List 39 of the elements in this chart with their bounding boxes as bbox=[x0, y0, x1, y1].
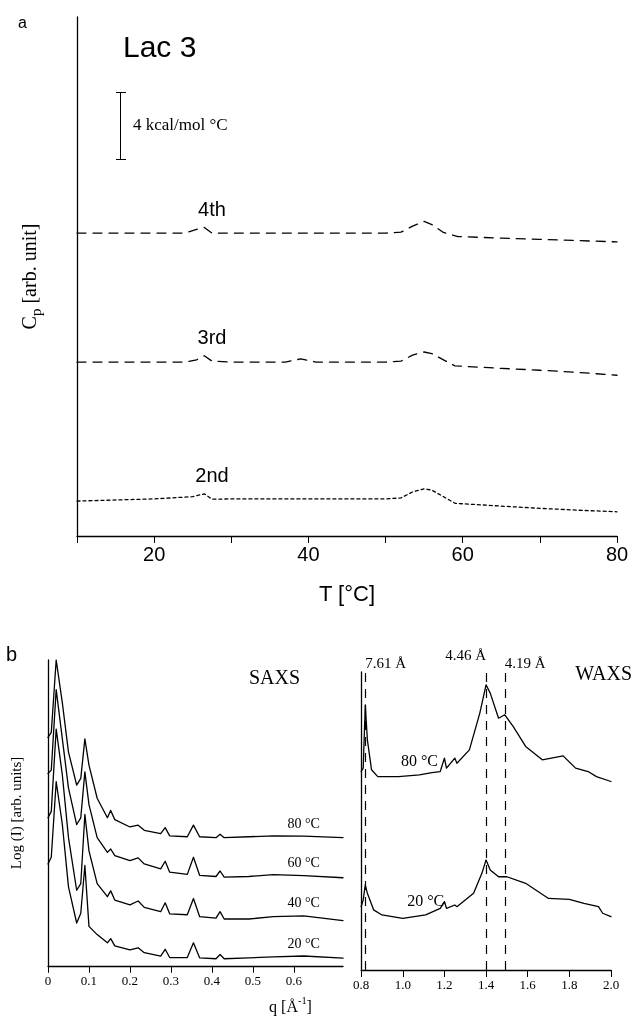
text: 4 kcal/mol °C bbox=[133, 115, 228, 134]
text: b bbox=[6, 643, 18, 665]
x-tick-label: 1.6 bbox=[519, 977, 537, 992]
series-label: 80 °C bbox=[400, 752, 438, 770]
text: a bbox=[18, 13, 27, 31]
x-tick-label: 80 bbox=[605, 543, 629, 565]
series-label: 3rd bbox=[197, 326, 227, 349]
x-tick-label: 0.4 bbox=[203, 972, 221, 988]
x-tick-label: 1.0 bbox=[394, 977, 411, 992]
x-tick-label: 0 bbox=[44, 972, 52, 988]
series-label: 4th bbox=[198, 198, 226, 221]
series-label: 20 °C bbox=[407, 892, 445, 910]
series-label: 60 °C bbox=[287, 855, 320, 871]
chart-title: SAXS bbox=[249, 666, 301, 688]
chart-title: Lac 3 bbox=[123, 29, 197, 63]
x-tick-label: 0.2 bbox=[121, 972, 139, 988]
x-tick-label: 1.4 bbox=[477, 977, 495, 992]
chart-title: WAXS bbox=[575, 662, 632, 684]
x-tick-label: 0.1 bbox=[80, 972, 98, 988]
x-tick-label: 0.5 bbox=[244, 972, 261, 988]
x-tick-label: 60 bbox=[451, 543, 474, 565]
series-label: 80 °C bbox=[287, 815, 320, 831]
x-tick-label: 0.6 bbox=[285, 972, 303, 988]
ref-line-label: 7.61 Å bbox=[365, 654, 407, 671]
x-tick-label: 0.8 bbox=[353, 977, 370, 992]
x-tick-label: 1.8 bbox=[561, 977, 578, 992]
x-tick-label: 2.0 bbox=[602, 977, 620, 992]
ref-line-label: 4.19 Å bbox=[504, 654, 546, 671]
ref-line-label: 4.46 Å bbox=[445, 646, 487, 663]
x-tick-label: 0.3 bbox=[162, 972, 180, 988]
series-label: 2nd bbox=[195, 464, 229, 487]
x-axis-title: T [°C] bbox=[318, 580, 376, 606]
series-label: 40 °C bbox=[287, 895, 320, 911]
x-tick-label: 1.2 bbox=[436, 977, 453, 992]
y-axis-title: Log (I) [arb. units] bbox=[7, 756, 25, 870]
x-tick-label: 40 bbox=[297, 543, 320, 565]
y-axis-title: Cp [arb. unit] bbox=[18, 223, 44, 330]
x-tick-label: 20 bbox=[143, 543, 166, 565]
series-label: 20 °C bbox=[287, 935, 320, 951]
